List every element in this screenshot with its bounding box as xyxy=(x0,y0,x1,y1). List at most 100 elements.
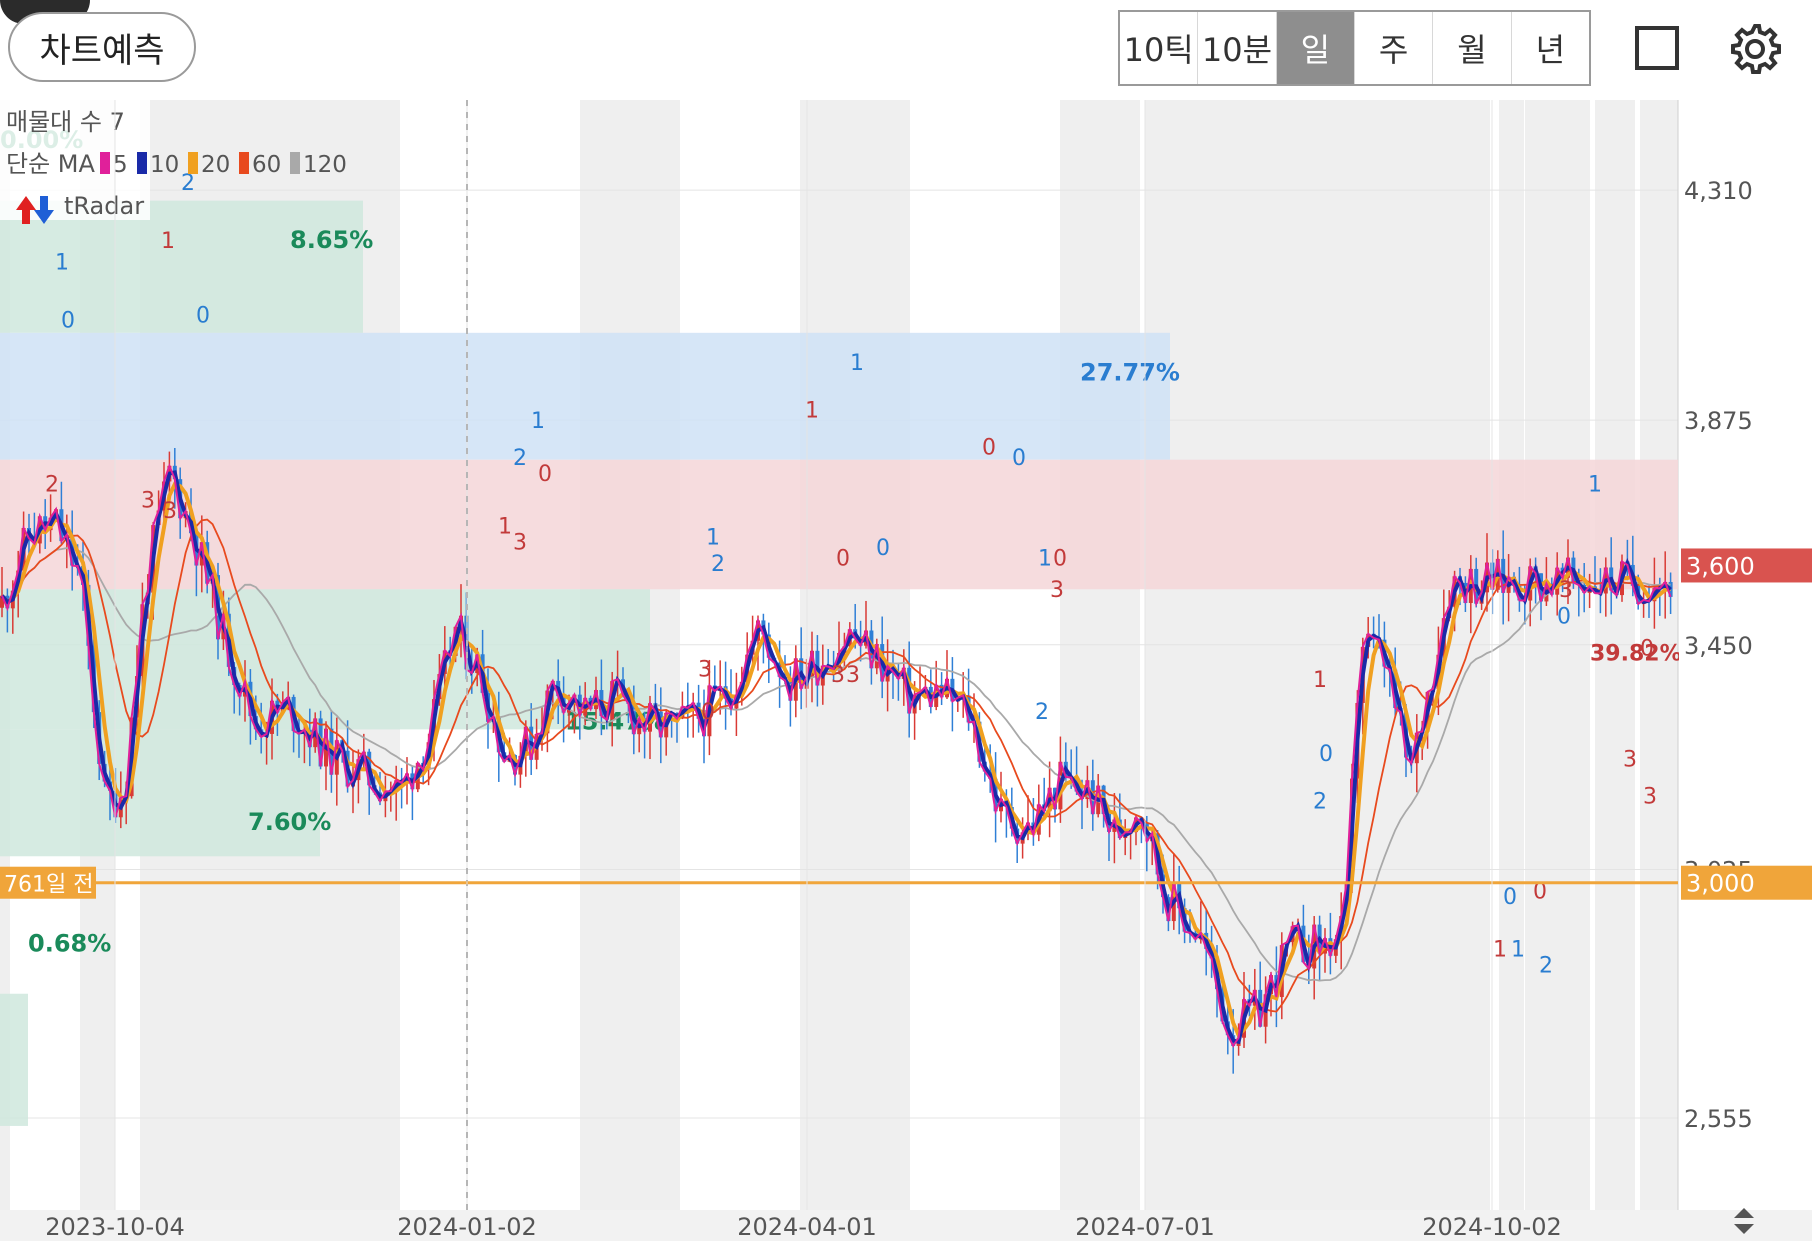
signal-label: 3 xyxy=(698,658,712,683)
legend-tradar: tRadar xyxy=(64,192,144,220)
ma-5-line xyxy=(1,462,1672,1048)
signal-label: 2 xyxy=(513,446,527,471)
y-tick-label: 3,450 xyxy=(1684,632,1753,660)
ma-legend-label: 5 xyxy=(113,152,128,178)
weekend-band xyxy=(1499,100,1524,1210)
signal-label: 2 xyxy=(1539,954,1553,979)
zone-percent-label: 0.68% xyxy=(28,929,111,957)
overlay: 매물대 수 7 단순 MA 5 10 20 60 120 tRadar xyxy=(0,100,468,1210)
signal-label: 0 xyxy=(1640,636,1654,661)
green-zone xyxy=(0,200,363,333)
signal-label: 2 xyxy=(1313,790,1327,815)
resize-icon[interactable] xyxy=(1732,1206,1756,1236)
signal-label: 2 xyxy=(711,552,725,577)
signal-label: 1 xyxy=(1038,546,1052,571)
x-tick-label: 2023-10-04 xyxy=(45,1213,184,1241)
signal-label: 1 xyxy=(55,250,69,275)
moving-average-lines xyxy=(0,462,1672,1048)
signal-label: 1 xyxy=(1511,938,1525,963)
signal-label: 0 xyxy=(1319,742,1333,767)
x-tick-label: 2024-10-02 xyxy=(1422,1213,1561,1241)
signal-label: 0 xyxy=(196,303,210,328)
signal-label: 3 xyxy=(141,488,155,513)
signal-label: 1 xyxy=(531,409,545,434)
x-tick-label: 2024-04-01 xyxy=(737,1213,876,1241)
reference-price-tag xyxy=(1681,865,1812,900)
signal-label: 2 xyxy=(45,472,59,497)
weekend-band xyxy=(1595,100,1635,1210)
ma-legend-swatch xyxy=(239,152,249,174)
chart-predict-button[interactable]: 차트예측 xyxy=(8,12,196,82)
signal-label: 1 xyxy=(805,398,819,423)
ma-20-line xyxy=(0,481,1671,1039)
date-axis-background xyxy=(0,1210,1812,1241)
zone-percent-label: 7.60% xyxy=(248,808,331,836)
x-tick-label: 2024-01-02 xyxy=(397,1213,536,1241)
signal-label: 0 xyxy=(982,435,996,460)
signal-label: 2 xyxy=(1035,700,1049,725)
ma-legend-label: 20 xyxy=(201,152,230,178)
fullscreen-square-icon[interactable] xyxy=(1635,26,1679,70)
signal-label: 2 xyxy=(181,171,195,196)
signal-label: 0 xyxy=(876,536,890,561)
date-axis: 2023-10-04 2024-01-02 2024-04-01 2024-07-01… xyxy=(0,100,1812,1241)
weekend-band xyxy=(1640,100,1678,1210)
weekend-band xyxy=(1145,100,1295,1210)
red-zone xyxy=(0,459,1678,590)
zone-percent-label: 8.65% xyxy=(290,226,373,254)
signal-label: 0 xyxy=(61,309,75,334)
ma-legend-swatch xyxy=(290,152,300,174)
signal-label: 1 xyxy=(161,229,175,254)
x-tick-label: 2024-07-01 xyxy=(1075,1213,1214,1241)
ma-legend-swatch xyxy=(137,152,147,174)
weekend-band xyxy=(1525,100,1590,1210)
tab-10-tick[interactable]: 10틱 xyxy=(1120,12,1199,84)
reference-price-label: 3,000 xyxy=(1686,870,1755,898)
y-tick-label: 2,555 xyxy=(1684,1105,1753,1133)
y-tick-label: 3,875 xyxy=(1684,407,1753,435)
signal-label: 3 xyxy=(1643,784,1657,809)
reference-left-tag xyxy=(0,866,96,899)
signal-label: 3 xyxy=(513,531,527,556)
axis-background xyxy=(1679,100,1812,1210)
tab-day[interactable]: 일 xyxy=(1276,12,1355,84)
overlapped-percent-label: 39.82% xyxy=(1590,642,1682,667)
signal-label: 1 xyxy=(850,351,864,376)
reference-left-label: 761일 전 xyxy=(4,873,93,898)
signal-label: 3 xyxy=(846,663,860,688)
price-chart[interactable]: 0.00%8.65%27.77%15.47%7.60%0.68% 1023210… xyxy=(0,100,1812,1241)
tab-10-min[interactable]: 10분 xyxy=(1198,12,1277,84)
zone-percent-label: 27.77% xyxy=(1080,358,1180,386)
ma-legend-swatch xyxy=(100,152,110,174)
signal-label: 0 xyxy=(836,546,850,571)
current-price-label: 3,600 xyxy=(1686,552,1755,580)
weekend-band xyxy=(880,100,910,1210)
signal-label: 3 xyxy=(1559,578,1573,603)
signal-label: 0 xyxy=(1557,605,1571,630)
legend-volume-profile: 매물대 수 7 xyxy=(6,108,125,136)
ma-60-line xyxy=(1,518,1671,1013)
top-toolbar: 차트예측 10틱 10분 일 주 월 년 xyxy=(0,0,1812,100)
ma-legend-label: 60 xyxy=(252,152,281,178)
blue-zone xyxy=(0,332,1170,460)
signal-label: 1 xyxy=(498,515,512,540)
tab-month[interactable]: 월 xyxy=(1433,12,1512,84)
up-arrow-icon xyxy=(16,196,36,224)
candle-body xyxy=(0,595,4,608)
signal-label: 1 xyxy=(1313,668,1327,693)
signal-label: 3 xyxy=(163,499,177,524)
signal-label: 1 xyxy=(1493,938,1507,963)
ma-legend-label: 120 xyxy=(303,152,347,178)
legend-ma-prefix: 단순 MA xyxy=(6,150,95,178)
green-zone xyxy=(0,993,28,1126)
signal-label: 0 xyxy=(701,700,715,725)
period-selector: 10틱 10분 일 주 월 년 xyxy=(1118,10,1591,86)
signal-label: 0 xyxy=(1533,880,1547,905)
current-price-tag xyxy=(1681,548,1812,583)
signal-label: 1 xyxy=(706,525,720,550)
gear-icon[interactable] xyxy=(1728,22,1782,76)
tab-week[interactable]: 주 xyxy=(1355,12,1434,84)
down-arrow-icon xyxy=(34,196,54,224)
tab-year[interactable]: 년 xyxy=(1535,31,1566,69)
